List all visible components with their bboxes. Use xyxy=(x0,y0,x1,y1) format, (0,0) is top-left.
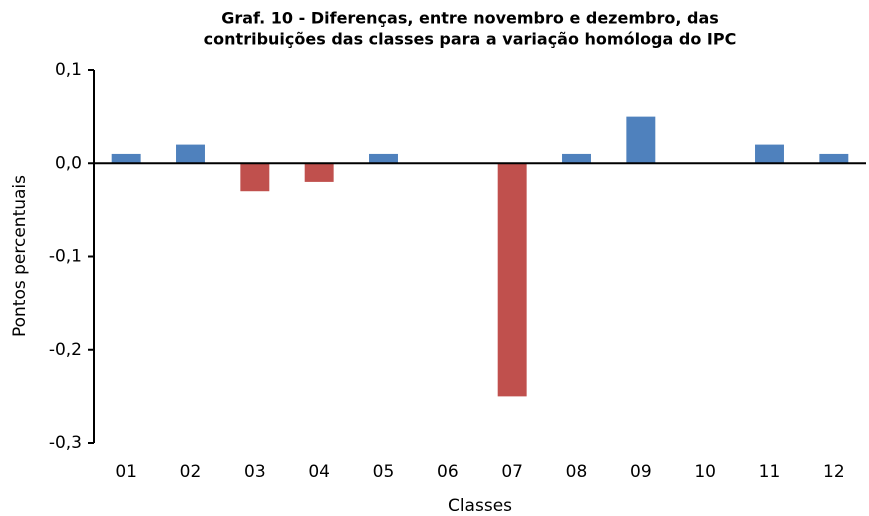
y-axis-title: Pontos percentuais xyxy=(10,175,30,337)
chart-title: Graf. 10 - Diferenças, entre novembro e … xyxy=(221,9,719,28)
bar xyxy=(819,153,849,164)
chart-title: contribuições das classes para a variaçã… xyxy=(204,30,737,49)
bar xyxy=(240,163,270,192)
x-tick-label: 09 xyxy=(630,462,652,482)
y-tick-label: 0,1 xyxy=(55,60,82,80)
x-tick-label: 04 xyxy=(308,462,330,482)
x-tick-label: 10 xyxy=(694,462,716,482)
x-tick-label: 07 xyxy=(501,462,523,482)
bar xyxy=(304,163,334,182)
bar xyxy=(755,144,784,164)
bar xyxy=(497,163,527,397)
x-tick-label: 03 xyxy=(244,462,266,482)
bar xyxy=(562,153,591,164)
bar xyxy=(111,153,141,164)
y-tick-label: -0,2 xyxy=(49,340,82,360)
x-tick-label: 06 xyxy=(437,462,459,482)
bar xyxy=(369,153,398,164)
x-tick-label: 01 xyxy=(115,462,137,482)
x-tick-label: 11 xyxy=(759,462,781,482)
x-tick-label: 02 xyxy=(180,462,202,482)
x-tick-label: 08 xyxy=(566,462,588,482)
y-tick-label: -0,1 xyxy=(49,247,82,267)
bar xyxy=(176,144,205,164)
x-tick-label: 05 xyxy=(373,462,395,482)
bar xyxy=(626,116,656,164)
x-axis-title: Classes xyxy=(448,496,512,516)
x-tick-label: 12 xyxy=(823,462,845,482)
y-tick-label: 0,0 xyxy=(55,153,82,173)
y-tick-label: -0,3 xyxy=(49,433,82,453)
